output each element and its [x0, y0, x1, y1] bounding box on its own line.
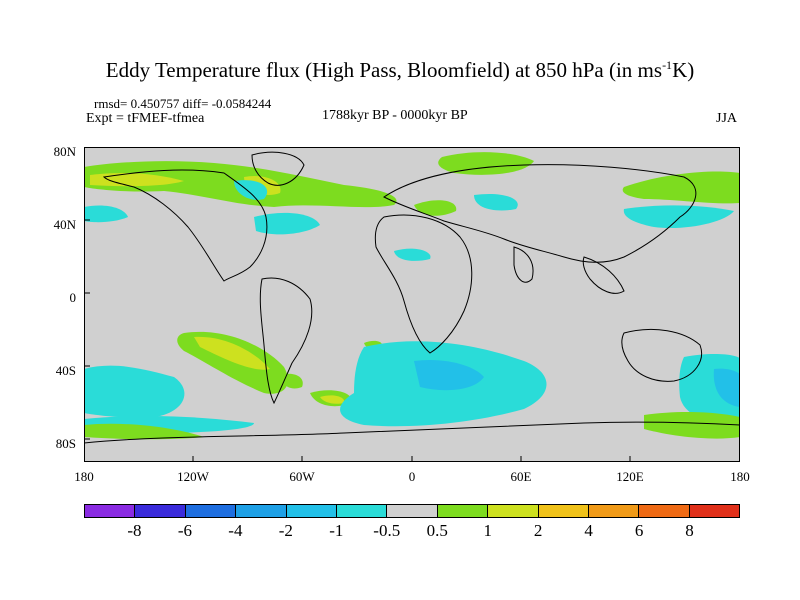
anomaly-green-europe — [414, 200, 457, 216]
anomaly-lightblue-southern-ocean — [414, 359, 484, 391]
map-title: Eddy Temperature flux (High Pass, Bloomf… — [0, 58, 800, 83]
coastlines — [84, 151, 740, 444]
lat-label-80n: 80N — [53, 144, 76, 159]
lat-label-0: 0 — [69, 290, 77, 305]
title-superscript: -1 — [662, 58, 673, 72]
coastline-africa — [374, 214, 473, 354]
legend-swatch — [387, 505, 438, 517]
legend-swatch — [85, 505, 136, 517]
lat-label-80s: 80S — [55, 436, 76, 451]
period-text: 1788kyr BP - 0000kyr BP — [322, 108, 468, 123]
anomaly-cyan-russia — [474, 193, 518, 211]
legend-label: 4 — [584, 521, 593, 540]
title-main: Eddy Temperature flux (High Pass, Bloomf… — [105, 58, 663, 82]
coastline-south-america — [259, 277, 313, 405]
legend-swatch — [538, 505, 589, 517]
legend-label: -2 — [278, 521, 293, 540]
anomaly-green-southeast — [644, 411, 740, 439]
lon-label-60w: 60W — [289, 469, 315, 484]
anomaly-field — [84, 152, 740, 440]
anomaly-cyan-west — [84, 205, 128, 223]
legend-swatch — [639, 505, 690, 517]
coastline-australia — [621, 328, 702, 382]
anomaly-cyan-pacific-north — [623, 205, 734, 229]
legend-label: 0.5 — [426, 521, 448, 540]
lon-label-120e: 120E — [616, 469, 644, 484]
anomaly-cyan-southwest — [84, 365, 185, 418]
legend-swatch — [336, 505, 388, 517]
legend-label: -8 — [127, 521, 142, 540]
coastline-antarctica — [84, 421, 740, 444]
anomaly-yellow-south-pacific — [194, 336, 270, 370]
legend-swatch — [588, 505, 640, 517]
anomaly-yellow-arctic-west — [90, 173, 184, 187]
stats-text: rmsd= 0.450757 diff= -0.0584244 — [94, 96, 272, 111]
experiment-text: Expt = tFMEF-tfmea — [86, 111, 205, 126]
lon-label-0: 0 — [408, 469, 416, 484]
world-map — [84, 147, 740, 462]
anomaly-lightblue-indian-ocean — [713, 368, 740, 407]
lat-label-40s: 40S — [55, 363, 76, 378]
lon-label-180e: 180 — [730, 469, 750, 484]
lon-label-60e: 60E — [510, 469, 532, 484]
legend-label: 1 — [483, 521, 492, 540]
anomaly-green-antarctic — [84, 423, 204, 440]
legend-swatch — [135, 505, 186, 517]
legend-swatch — [286, 505, 337, 517]
lon-label-180w: 180 — [74, 469, 94, 484]
season-text: JJA — [716, 111, 738, 126]
legend-swatch — [185, 505, 237, 517]
legend-label: -0.5 — [373, 521, 401, 540]
legend-label: 8 — [685, 521, 694, 540]
anomaly-green-pacific-north — [622, 171, 740, 204]
coastline-india — [513, 246, 534, 283]
legend-swatch — [437, 505, 489, 517]
color-legend — [84, 504, 740, 518]
legend-label: 2 — [533, 521, 543, 540]
anomaly-green-siberia — [438, 152, 534, 175]
anomaly-yellow-south-atlantic — [320, 395, 345, 404]
anomaly-cyan-atlantic — [254, 212, 320, 235]
legend-swatch — [689, 505, 740, 517]
coastline-southeast-asia — [582, 256, 625, 294]
anomaly-cyan-africa — [394, 248, 431, 261]
legend-label: -1 — [329, 521, 344, 540]
anomaly-cyan-north-america — [234, 180, 268, 200]
title-unit-end: K) — [672, 58, 695, 82]
legend-label: 6 — [634, 521, 644, 540]
lon-label-120w: 120W — [177, 469, 209, 484]
legend-swatch — [236, 505, 287, 517]
map-ticks — [84, 147, 631, 462]
legend-label: -6 — [177, 521, 192, 540]
legend-label: -4 — [228, 521, 243, 540]
coastline-greenland — [251, 151, 305, 186]
coastline-north-america — [102, 169, 268, 282]
lat-label-40n: 40N — [53, 217, 76, 232]
legend-swatch — [488, 505, 539, 517]
coastline-eurasia — [383, 164, 697, 263]
